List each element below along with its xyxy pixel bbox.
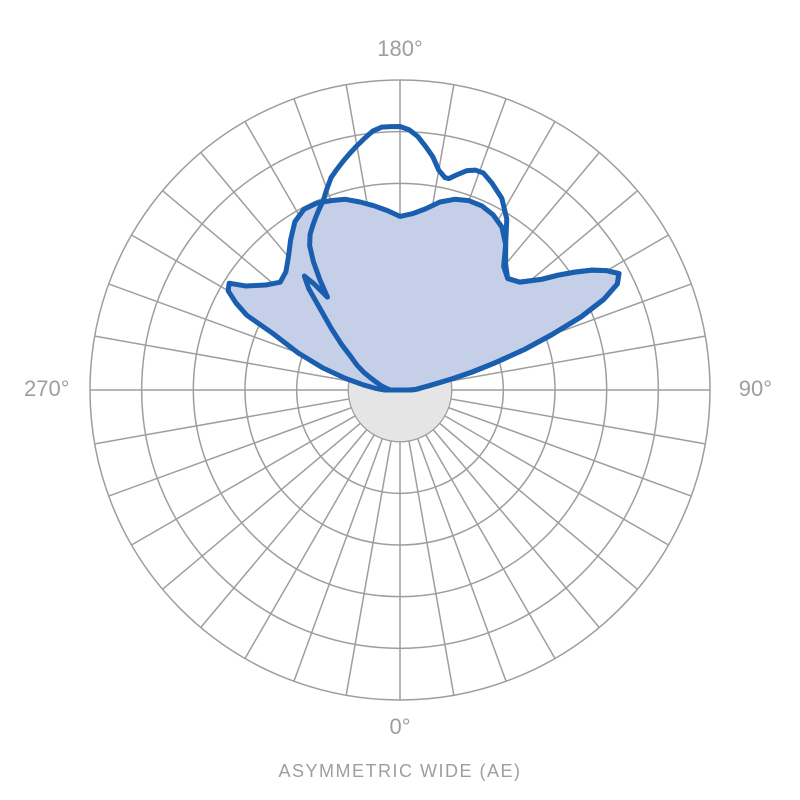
chart-caption: ASYMMETRIC WIDE (AE) (278, 761, 521, 782)
polar-chart-svg (0, 0, 800, 800)
polar-chart-container: 180° 90° 0° 270° ASYMMETRIC WIDE (AE) (0, 0, 800, 800)
axis-label-right: 90° (739, 376, 772, 402)
axis-label-top: 180° (377, 36, 423, 62)
axis-label-left: 270° (24, 376, 70, 402)
axis-label-bottom: 0° (389, 714, 410, 740)
